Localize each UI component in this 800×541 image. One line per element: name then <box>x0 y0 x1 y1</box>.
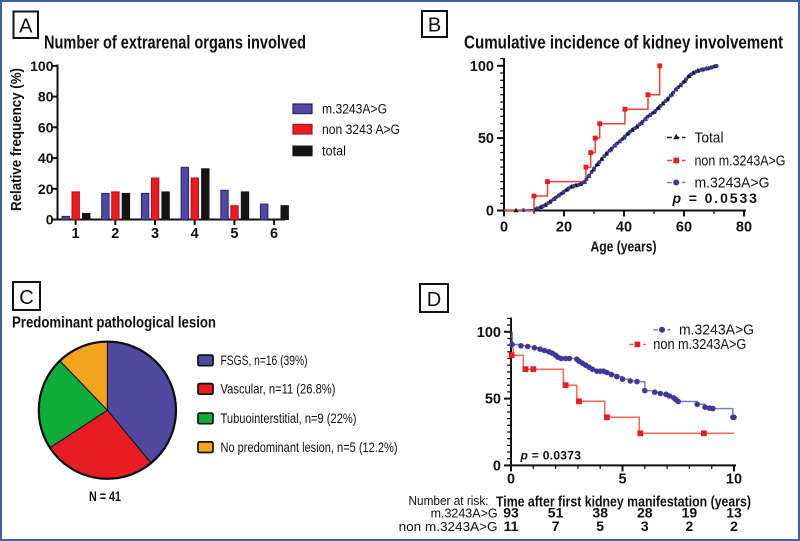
svg-text:Vascular, n=11 (26.8%): Vascular, n=11 (26.8%) <box>221 382 336 397</box>
svg-text:7: 7 <box>552 518 560 534</box>
svg-text:10: 10 <box>726 472 742 488</box>
svg-text:0: 0 <box>46 212 54 228</box>
svg-text:5: 5 <box>618 472 626 488</box>
svg-text:51: 51 <box>548 504 564 520</box>
svg-text:Relative frequency (%): Relative frequency (%) <box>9 68 25 211</box>
svg-text:11: 11 <box>504 518 519 534</box>
svg-text:60: 60 <box>676 220 692 236</box>
svg-text:0: 0 <box>507 472 515 488</box>
svg-text:non 3243 A>G: non 3243 A>G <box>322 122 400 137</box>
svg-text:2: 2 <box>111 226 119 242</box>
svg-text:20: 20 <box>556 220 572 236</box>
svg-text:non m.3243A>G: non m.3243A>G <box>653 337 746 353</box>
svg-text:Predominant pathological lesio: Predominant pathological lesion <box>12 315 216 332</box>
svg-text:80: 80 <box>38 89 54 105</box>
svg-text:100: 100 <box>30 58 54 74</box>
svg-text:FSGS, n=16 (39%): FSGS, n=16 (39%) <box>221 353 308 368</box>
svg-text:2: 2 <box>730 518 738 534</box>
svg-text:4: 4 <box>191 226 199 242</box>
svg-text:p = 0.0373: p = 0.0373 <box>520 449 582 463</box>
svg-text:N = 41: N = 41 <box>89 488 121 504</box>
svg-text:non m.3243A>G: non m.3243A>G <box>399 519 498 534</box>
svg-text:0: 0 <box>486 204 494 220</box>
svg-text:m.3243A>G: m.3243A>G <box>431 505 498 520</box>
svg-text:m.3243A>G: m.3243A>G <box>695 175 770 191</box>
svg-text:20: 20 <box>38 181 54 197</box>
svg-text:Time after first kidney manife: Time after first kidney manifestation (y… <box>496 494 751 511</box>
svg-text:3: 3 <box>151 226 159 242</box>
svg-text:5: 5 <box>230 226 238 242</box>
svg-text:80: 80 <box>736 220 752 236</box>
svg-text:5: 5 <box>596 518 604 534</box>
svg-text:D: D <box>427 289 441 311</box>
svg-text:Cumulative incidence of kidney: Cumulative incidence of kidney involveme… <box>464 33 783 53</box>
svg-text:13: 13 <box>726 504 742 520</box>
svg-text:total: total <box>322 144 346 159</box>
svg-text:0: 0 <box>500 220 508 236</box>
svg-text:Number of extrarenal organs in: Number of extrarenal organs involved <box>44 33 306 53</box>
svg-text:60: 60 <box>38 119 54 135</box>
svg-text:19: 19 <box>682 504 698 520</box>
svg-text:6: 6 <box>270 226 278 242</box>
svg-text:A: A <box>19 16 33 38</box>
svg-text:C: C <box>19 287 33 309</box>
svg-text:Number at risk:: Number at risk: <box>409 493 489 508</box>
svg-text:100: 100 <box>477 325 501 341</box>
svg-text:p = 0.0533: p = 0.0533 <box>672 190 759 206</box>
svg-text:50: 50 <box>485 392 501 408</box>
svg-text:93: 93 <box>503 504 519 520</box>
svg-text:non m.3243A>G: non m.3243A>G <box>695 153 786 169</box>
svg-text:No predominant lesion, n=5 (12: No predominant lesion, n=5 (12.2%) <box>221 440 398 455</box>
svg-text:Age (years): Age (years) <box>591 239 657 256</box>
svg-text:Total: Total <box>695 130 724 146</box>
svg-text:m.3243A>G: m.3243A>G <box>679 323 754 339</box>
svg-text:2: 2 <box>686 518 694 534</box>
svg-text:m.3243A>G: m.3243A>G <box>322 102 387 117</box>
svg-text:40: 40 <box>616 220 632 236</box>
svg-text:100: 100 <box>470 59 494 75</box>
svg-text:3: 3 <box>641 518 649 534</box>
svg-text:0: 0 <box>493 458 501 474</box>
svg-text:B: B <box>428 15 441 37</box>
svg-text:1: 1 <box>72 226 80 242</box>
svg-text:Tubuointerstitial, n=9 (22%): Tubuointerstitial, n=9 (22%) <box>221 411 357 426</box>
svg-text:50: 50 <box>478 131 494 147</box>
svg-text:40: 40 <box>38 150 54 166</box>
svg-text:38: 38 <box>592 504 608 520</box>
svg-text:28: 28 <box>637 504 653 520</box>
